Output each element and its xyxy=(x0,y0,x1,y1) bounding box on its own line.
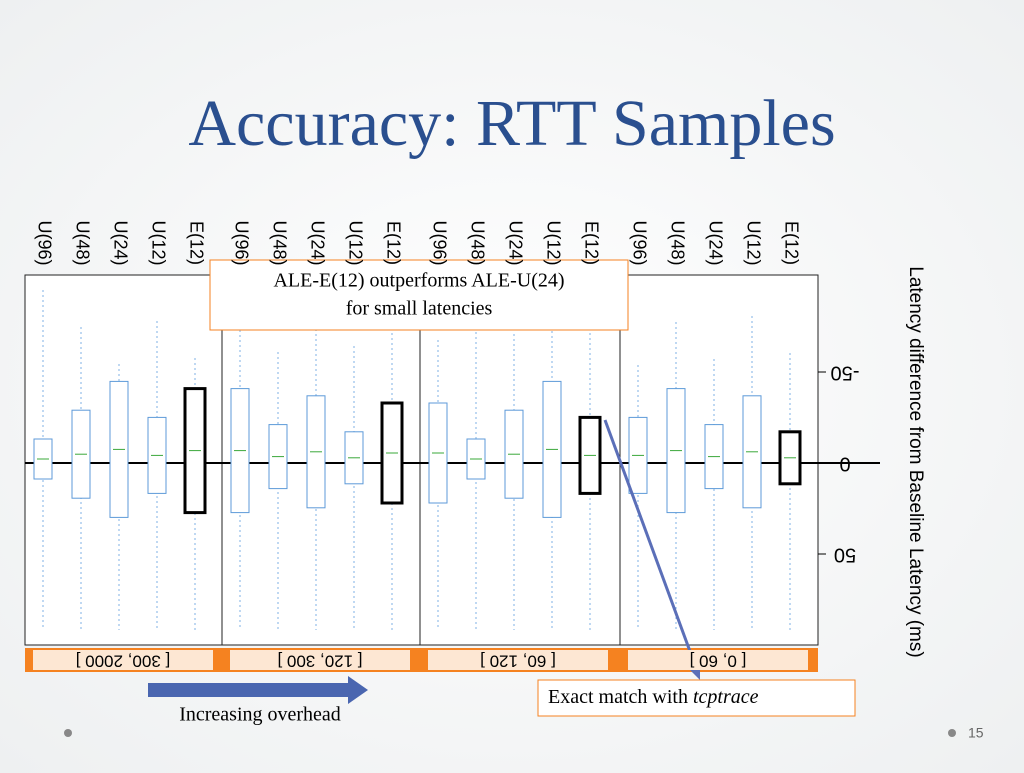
tick-label: 0 xyxy=(839,453,850,475)
bin-label: [ 60, 120 ] xyxy=(480,652,556,671)
bin-cell xyxy=(628,650,808,670)
category-label: U(48) xyxy=(269,220,289,265)
bin-label: [ 120, 300 ] xyxy=(277,652,362,671)
axis-label: Latency difference from Baseline Latency… xyxy=(905,266,926,657)
category-label: U(24) xyxy=(505,220,525,265)
category-label: U(48) xyxy=(667,220,687,265)
category-label: E(12) xyxy=(581,221,601,265)
category-label: U(12) xyxy=(148,220,168,265)
category-label: E(12) xyxy=(383,221,403,265)
callout-box xyxy=(537,679,856,717)
category-label: U(24) xyxy=(705,220,725,265)
bin-cell xyxy=(33,650,213,670)
box-plots xyxy=(33,290,802,630)
category-label: U(12) xyxy=(743,220,763,265)
bin-label: [ 0, 60 ] xyxy=(690,652,747,671)
slide-title: Accuracy: RTT Samples xyxy=(188,87,835,160)
bin-label: [ 300, 2000 ] xyxy=(76,652,171,671)
category-label: U(12) xyxy=(543,220,563,265)
category-label: U(96) xyxy=(629,220,649,265)
callout-line: for small latencies xyxy=(346,298,493,320)
page-number: 15 xyxy=(968,725,984,741)
category-label: E(12) xyxy=(781,221,801,265)
overhead-arrow xyxy=(148,683,348,697)
category-label: U(48) xyxy=(467,220,487,265)
category-label: E(12) xyxy=(186,221,206,265)
callout-emphasis: tcptrace xyxy=(693,686,759,708)
arrow-label: Increasing overhead xyxy=(179,704,341,726)
category-label: U(96) xyxy=(231,220,251,265)
bullet-dot xyxy=(948,729,956,737)
category-label: U(24) xyxy=(110,220,130,265)
callout-pointer xyxy=(603,419,697,666)
arrow-head xyxy=(348,676,368,704)
category-label: U(12) xyxy=(345,220,365,265)
category-label: U(24) xyxy=(307,220,327,265)
bin-cell xyxy=(428,650,608,670)
bin-cell xyxy=(230,650,410,670)
tick-label: 50 xyxy=(834,544,856,566)
callout-line: ALE-E(12) outperforms ALE-U(24) xyxy=(273,270,564,292)
bullet-dot xyxy=(64,729,72,737)
category-label: U(96) xyxy=(34,220,54,265)
callout-plain: Exact match with xyxy=(548,686,693,708)
tick-label: -50 xyxy=(831,362,860,384)
category-label: U(48) xyxy=(72,220,92,265)
category-label: U(96) xyxy=(429,220,449,265)
callout-box xyxy=(209,259,629,331)
callout-text: Exact match with tcptrace xyxy=(548,686,759,708)
